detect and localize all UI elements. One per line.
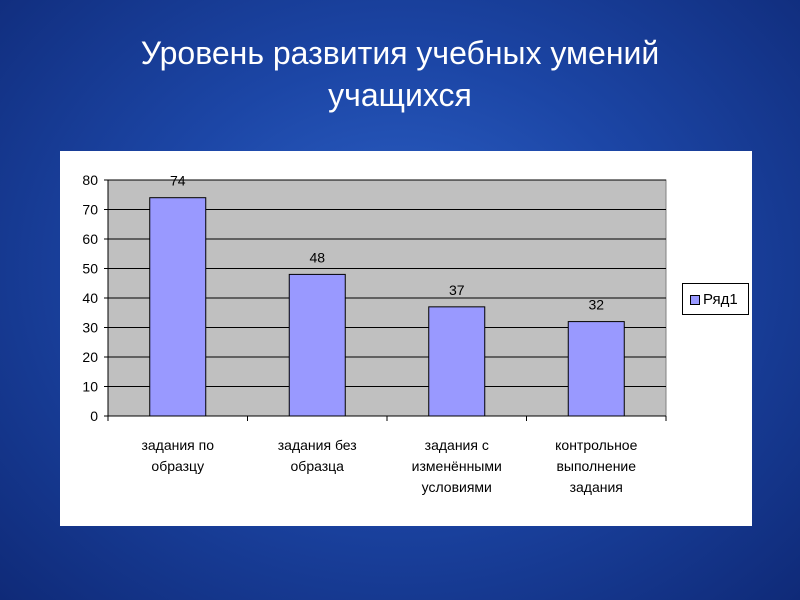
y-tick-label: 40: [82, 290, 98, 306]
data-label: 37: [449, 282, 465, 298]
legend-label: Ряд1: [703, 291, 738, 308]
y-tick-label: 60: [82, 231, 98, 247]
bar: [567, 321, 625, 417]
y-tick-label: 70: [82, 202, 98, 218]
x-tick-label-line: выполнение: [556, 458, 636, 474]
x-tick-label: задания по образцу: [141, 437, 214, 474]
y-tick-label: 80: [82, 172, 98, 188]
x-tick-label-line: задания с: [425, 437, 489, 453]
data-label: 32: [588, 297, 604, 313]
slide-title: Уровень развития учебных умений учащихся: [60, 32, 740, 116]
x-tick-label-line: образца: [291, 458, 345, 474]
data-label: 48: [309, 249, 325, 265]
data-label: 74: [170, 173, 186, 189]
y-tick-label: 10: [82, 379, 98, 395]
x-tick-label-line: условиями: [422, 479, 492, 495]
bar: [288, 273, 346, 417]
slide-title-line-2: учащихся: [328, 77, 472, 113]
y-tick-label: 50: [82, 261, 98, 277]
x-tick-label-line: задания без: [278, 437, 357, 453]
y-tick-label: 20: [82, 349, 98, 365]
legend-swatch: [690, 295, 700, 305]
x-tick-label-line: образцу: [151, 458, 204, 474]
x-tick-label: задания без образца: [278, 437, 357, 474]
bar-chart: 0 10 20 30 40 50 60 70 80 74 задания по образцу 48 за…: [82, 172, 667, 495]
x-tick-label-line: изменёнными: [412, 458, 502, 474]
bar: [149, 197, 207, 417]
y-tick-label: 30: [82, 320, 98, 336]
x-tick-label: контрольное выполнение задания: [555, 437, 637, 495]
x-tick-label-line: контрольное: [555, 437, 637, 453]
bar: [428, 306, 486, 417]
y-tick-label: 0: [90, 408, 98, 424]
x-tick-label-line: задания по: [141, 437, 214, 453]
x-tick-label: задания с изменёнными условиями: [412, 437, 502, 495]
x-tick-label-line: задания: [570, 479, 623, 495]
chart-frame: 0 10 20 30 40 50 60 70 80 74 задания по образцу 48 за…: [60, 151, 752, 526]
slide-title-line-1: Уровень развития учебных умений: [140, 35, 660, 71]
chart-legend: Ряд1: [682, 283, 749, 315]
